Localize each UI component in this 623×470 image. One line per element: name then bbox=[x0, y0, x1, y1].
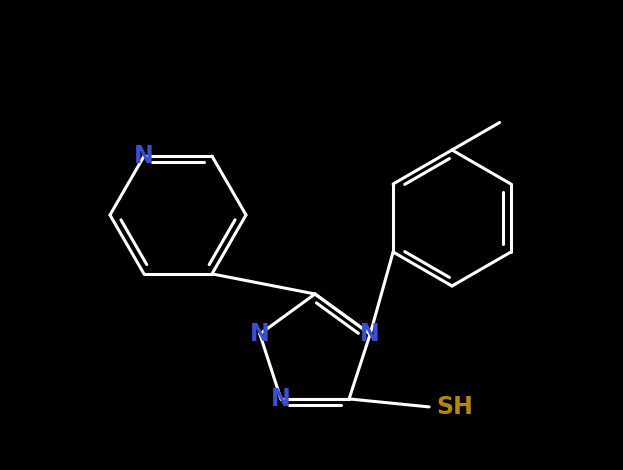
Text: N: N bbox=[360, 322, 380, 346]
Text: N: N bbox=[250, 322, 270, 346]
Text: SH: SH bbox=[437, 395, 473, 419]
Text: N: N bbox=[271, 387, 291, 411]
Text: N: N bbox=[134, 144, 154, 168]
